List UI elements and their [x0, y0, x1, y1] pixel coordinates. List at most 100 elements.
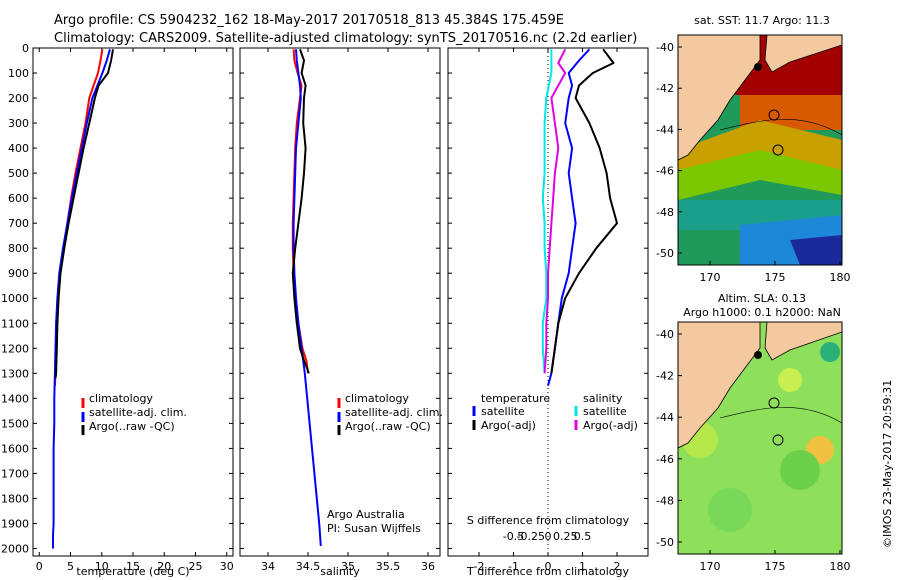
- legend-title-salinity: salinity: [583, 392, 623, 405]
- y-tick-label: 600: [8, 192, 29, 205]
- x-tick-label: 25: [189, 560, 203, 573]
- legend-label-sat-s: satellite: [583, 405, 627, 418]
- legend-label-argo: Argo(..raw -QC): [89, 420, 175, 433]
- legend-label-satellite: satellite-adj. clim.: [89, 406, 187, 419]
- credit-pi: PI: Susan Wijffels: [327, 522, 421, 535]
- x-tick-label: 5: [67, 560, 74, 573]
- x-tick-label: 2: [613, 560, 620, 573]
- x-tick-label: 30: [220, 560, 234, 573]
- map-lon-label: 170: [700, 271, 721, 284]
- x-tick-label: 34.5: [296, 560, 321, 573]
- y-tick-label: 300: [8, 117, 29, 130]
- land-south-island: [678, 322, 761, 449]
- map-lon-label: 175: [765, 271, 786, 284]
- series-line-satellite-adj-clim: [292, 49, 322, 547]
- x-tick-label: -1: [508, 560, 519, 573]
- x-tick-label: 10: [95, 560, 109, 573]
- land-north-island: [764, 322, 842, 361]
- series-line-argo-raw-qc: [54, 49, 114, 379]
- temperature-axis-label: temperature (deg C): [76, 565, 189, 578]
- credit-argo-australia: Argo Australia: [327, 508, 405, 521]
- y-tick-label: 1300: [1, 367, 29, 380]
- map-lon-label: 180: [830, 560, 851, 573]
- legend-label-argo: Argo(..raw -QC): [345, 420, 431, 433]
- y-tick-label: 1100: [1, 317, 29, 330]
- sla-patch: [780, 450, 820, 490]
- sla-map-title2: Argo h1000: 0.1 h2000: NaN: [683, 306, 841, 319]
- land-north-island: [764, 35, 842, 73]
- sst-map-frame: [677, 34, 843, 266]
- sla-patch: [708, 488, 752, 532]
- salinity-plot-frame: [239, 47, 441, 557]
- salinity-axis-label: salinity: [320, 565, 360, 578]
- contour-line: [719, 119, 842, 136]
- sst-darkblue-patch: [790, 235, 842, 265]
- sla-map: Altim. SLA: 0.13 Argo h1000: 0.1 h2000: …: [677, 292, 843, 555]
- y-tick-label: 1200: [1, 342, 29, 355]
- map-axes: -40 -42 -44 -46 -48 -50 170 175 180 -40 -42 -44 -46 -…: [656, 41, 850, 573]
- argo-float-marker: [754, 351, 762, 359]
- y-tick-label: 1600: [1, 442, 29, 455]
- y-tick-label: 1800: [1, 492, 29, 505]
- argo-float-marker: [754, 63, 762, 71]
- s-tick-label: -0.5: [503, 530, 524, 543]
- y-tick-label: 1900: [1, 517, 29, 530]
- s-tick-label: 0.25: [553, 530, 578, 543]
- header-line2: Climatology: CARS2009. Satellite-adjuste…: [54, 31, 637, 46]
- series-line-argo-s: [543, 48, 567, 374]
- legend-label-argo-s: Argo(-adj): [583, 419, 638, 432]
- series-line-satellite-adj-clim: [52, 49, 111, 549]
- profile-circle-2: [772, 434, 784, 446]
- y-tick-label: 500: [8, 167, 29, 180]
- y-tick-label: 100: [8, 67, 29, 80]
- map-lat-label: -42: [656, 370, 674, 383]
- sla-map-title1: Altim. SLA: 0.13: [718, 292, 806, 305]
- map-lat-label: -50: [656, 536, 674, 549]
- series-line-satellite-s: [541, 49, 553, 374]
- s-tick-label: 0.5: [574, 530, 592, 543]
- legend-title-temperature: temperature: [481, 392, 550, 405]
- s-tick-label: -0.25: [517, 530, 545, 543]
- map-lat-label: -46: [656, 165, 674, 178]
- map-lat-label: -42: [656, 82, 674, 95]
- difference-legend: temperature salinity satellite Argo(-adj…: [467, 392, 638, 527]
- map-lat-label: -50: [656, 247, 674, 260]
- profile-circle-1: [768, 397, 780, 409]
- legend-label-satellite: satellite-adj. clim.: [345, 406, 443, 419]
- series-line-argo-raw-qc: [291, 48, 310, 374]
- x-tick-label: 20: [157, 560, 171, 573]
- x-tick-label: 15: [126, 560, 140, 573]
- s-difference-label: S difference from climatology: [467, 514, 630, 527]
- x-tick-label: 0: [545, 560, 552, 573]
- legend-label-climatology: climatology: [89, 392, 153, 405]
- y-tick-label: 2000: [1, 542, 29, 555]
- y-tick-label: 900: [8, 267, 29, 280]
- y-tick-label: 1000: [1, 292, 29, 305]
- temperature-legend: climatology satellite-adj. clim. Argo(..…: [81, 392, 187, 435]
- contour-line: [719, 407, 842, 424]
- map-lon-label: 180: [830, 271, 851, 284]
- map-lon-label: 170: [700, 560, 721, 573]
- legend-label-sat-t: satellite: [481, 405, 525, 418]
- x-tick-label: 1: [579, 560, 586, 573]
- x-tick-label: -2: [474, 560, 485, 573]
- temperature-plot-frame: [32, 47, 234, 557]
- sla-patch: [778, 368, 802, 392]
- legend-label-argo-t: Argo(-adj): [481, 419, 536, 432]
- y-tick-label: 1500: [1, 417, 29, 430]
- sla-patch: [820, 342, 840, 362]
- salinity-legend: climatology satellite-adj. clim. Argo(..…: [327, 392, 443, 535]
- y-tick-label: 800: [8, 242, 29, 255]
- sst-map-title: sat. SST: 11.7 Argo: 11.3: [694, 14, 830, 27]
- map-lat-label: -40: [656, 328, 674, 341]
- x-tick-label: 0: [36, 560, 43, 573]
- legend-label-climatology: climatology: [345, 392, 409, 405]
- sst-map: sat. SST: 11.7 Argo: 11.3: [677, 14, 843, 266]
- imos-timestamp: ©IMOS 23-May-2017 20:59:31: [881, 380, 894, 548]
- x-tick-label: 36: [421, 560, 435, 573]
- profile-circle-2: [772, 144, 784, 156]
- y-tick-label: 1700: [1, 467, 29, 480]
- t-difference-axis-label: T difference from climatology: [466, 565, 629, 578]
- x-tick-label: 34: [261, 560, 275, 573]
